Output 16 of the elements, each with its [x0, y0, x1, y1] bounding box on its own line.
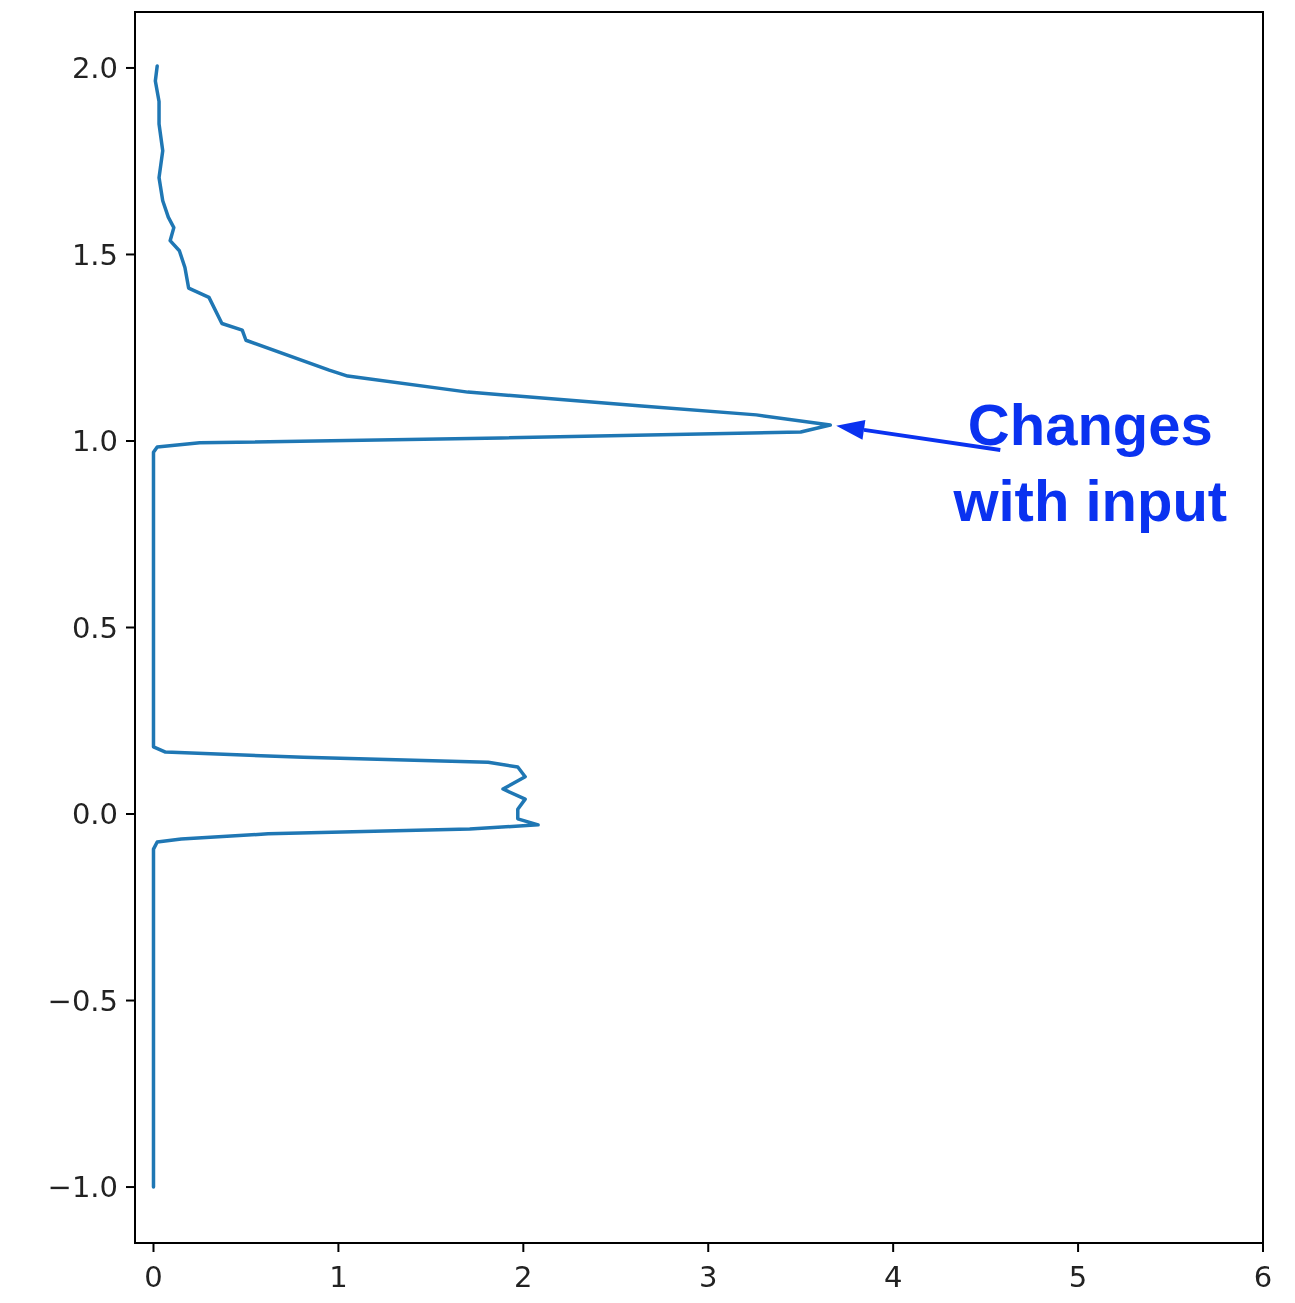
- x-tick-label: 6: [1253, 1260, 1273, 1294]
- x-tick-label: 0: [144, 1260, 163, 1294]
- x-tick-label: 3: [699, 1260, 718, 1294]
- y-tick-label: 0.0: [71, 797, 118, 832]
- y-tick-label: −0.5: [47, 983, 118, 1018]
- annotation: Changes with input: [952, 391, 1228, 533]
- y-tick-label: 0.5: [71, 610, 118, 645]
- x-tick-label: 1: [329, 1260, 348, 1294]
- y-tick-label: −1.0: [47, 1170, 118, 1205]
- x-tick-label: 2: [514, 1260, 533, 1294]
- x-tick-label: 5: [1068, 1260, 1088, 1294]
- y-tick-label: 2.0: [71, 51, 118, 86]
- y-tick-label: 1.5: [71, 237, 118, 272]
- line-series: [151, 64, 833, 1189]
- x-tick-label: 4: [883, 1260, 903, 1294]
- y-tick-label: 1.0: [71, 424, 118, 459]
